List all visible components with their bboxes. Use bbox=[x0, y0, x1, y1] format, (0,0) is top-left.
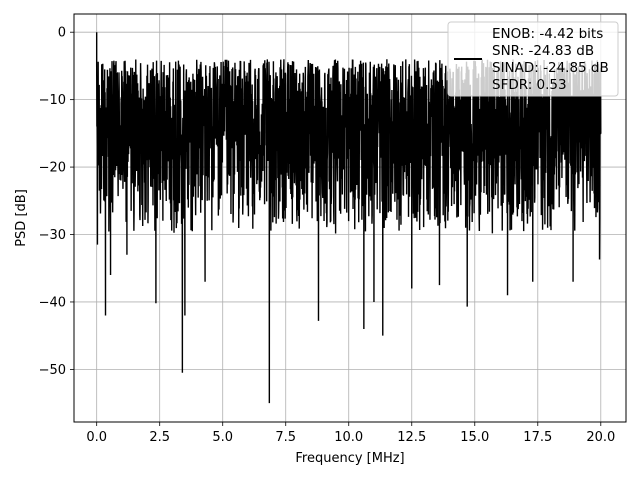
y-tick-label: −50 bbox=[39, 363, 66, 378]
legend-sinad: SINAD: -24.85 dB bbox=[492, 60, 609, 76]
y-tick-label: −20 bbox=[39, 161, 66, 176]
legend-snr: SNR: -24.83 dB bbox=[492, 43, 594, 59]
x-tick-label: 7.5 bbox=[275, 430, 296, 445]
x-tick-label: 5.0 bbox=[212, 430, 233, 445]
x-tick-label: 10.0 bbox=[334, 430, 363, 445]
legend-sfdr: SFDR: 0.53 bbox=[492, 77, 567, 93]
psd-series-line bbox=[95, 32, 602, 404]
x-tick-label: 2.5 bbox=[149, 430, 170, 445]
x-tick-label: 17.5 bbox=[523, 430, 552, 445]
legend-enob: ENOB: -4.42 bits bbox=[492, 26, 603, 42]
x-tick-label: 20.0 bbox=[586, 430, 615, 445]
x-tick-label: 0.0 bbox=[86, 430, 107, 445]
axes-frame bbox=[73, 13, 627, 423]
y-tick-label: −30 bbox=[39, 228, 66, 243]
legend: ENOB: -4.42 bits SNR: -24.83 dB SINAD: -… bbox=[447, 21, 619, 97]
y-tick-label: 0 bbox=[58, 26, 66, 41]
y-axis-ticks: 0 −10 −20 −30 −40 −50 bbox=[39, 26, 74, 378]
plot-area bbox=[95, 32, 602, 404]
x-axis-ticks: 0.0 2.5 5.0 7.5 10.0 12.5 15.0 17.5 20.0 bbox=[86, 422, 615, 445]
y-axis-label: PSD [dB] bbox=[14, 189, 29, 247]
y-tick-label: −10 bbox=[39, 93, 66, 108]
x-tick-label: 15.0 bbox=[460, 430, 489, 445]
y-tick-label: −40 bbox=[39, 295, 66, 310]
x-axis-label: Frequency [MHz] bbox=[295, 451, 404, 466]
legend-box bbox=[447, 21, 619, 97]
x-tick-label: 12.5 bbox=[397, 430, 426, 445]
